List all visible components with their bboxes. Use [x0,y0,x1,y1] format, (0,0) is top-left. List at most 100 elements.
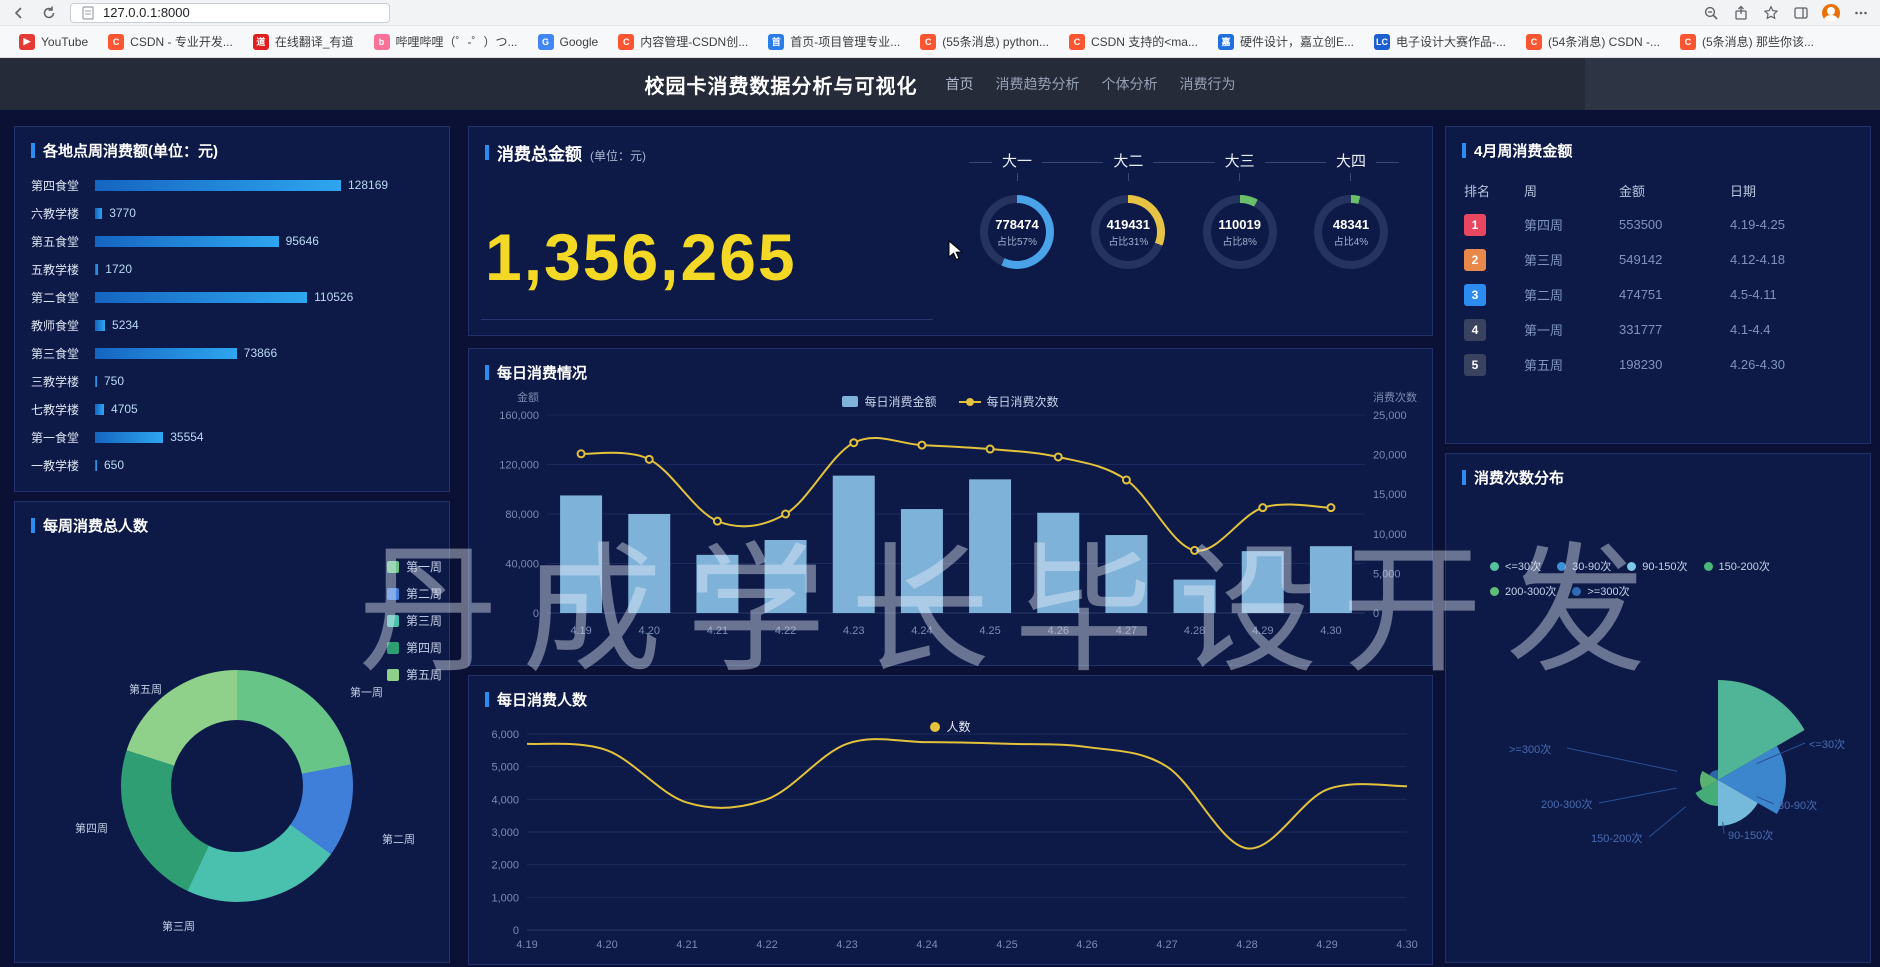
svg-text:4.21: 4.21 [707,625,728,637]
nav-item-4[interactable]: 消费行为 [1180,74,1236,94]
title-accent [1462,143,1466,158]
svg-text:4.23: 4.23 [836,939,857,951]
title-accent [485,145,489,160]
nav-item-3[interactable]: 个体分析 [1102,74,1158,94]
bookmark-item[interactable]: GGoogle [529,31,608,53]
bookmark-favicon: 首 [768,34,784,50]
bar-category-label: 第三食堂 [31,345,95,362]
svg-text:4.25: 4.25 [979,625,1000,637]
legend-item[interactable]: 第五周 [387,666,442,683]
panel-title-unit: (单位：元) [590,147,646,164]
grade-gauge: 大四48341占比4% [1303,151,1399,269]
bar-category-label: 六教学楼 [31,205,95,222]
bookmark-item[interactable]: C(55条消息) python... [911,30,1058,53]
bar [95,264,98,275]
panel-title-text: 每日消费人数 [497,689,587,710]
cell-amount: 549142 [1619,252,1730,267]
star-icon[interactable] [1762,4,1780,22]
refresh-icon[interactable] [40,4,58,22]
svg-text:4.26: 4.26 [1076,939,1097,951]
bookmark-favicon: C [920,34,936,50]
bar-row: 一教学楼650 [15,451,449,479]
bookmark-label: CSDN - 专业开发... [130,33,233,50]
weekly-people-donut [121,670,353,902]
bookmark-label: 内容管理-CSDN创... [640,33,748,50]
svg-text:金额: 金额 [517,390,539,404]
bookmark-item[interactable]: 嘉硬件设计，嘉立创E... [1209,30,1363,53]
menu-icon[interactable] [1852,4,1870,22]
cell-date: 4.12-4.18 [1730,252,1852,267]
bookmark-item[interactable]: ▶YouTube [10,31,97,53]
bookmark-item[interactable]: 道在线翻译_有道 [244,30,363,53]
bar [95,292,307,303]
column-header: 日期 [1730,181,1852,200]
bookmark-label: (54条消息) CSDN -... [1548,33,1660,50]
page-icon [79,4,97,22]
bookmark-favicon: C [1526,34,1542,50]
legend-item[interactable]: 第三周 [387,612,442,629]
svg-text:0: 0 [1373,608,1379,620]
bar [95,376,97,387]
grade-gauge: 大一778474占比57% [969,151,1065,269]
svg-text:160,000: 160,000 [499,410,539,422]
bar [95,320,105,331]
cell-amount: 198230 [1619,357,1730,372]
legend-item[interactable]: 第二周 [387,585,442,602]
cell-week: 第二周 [1524,285,1619,304]
bookmarks-bar: ▶YouTubeCCSDN - 专业开发...道在线翻译_有道b哔哩哔哩（゜-゜… [0,26,1880,58]
sidebar-icon[interactable] [1792,4,1810,22]
svg-text:4,000: 4,000 [491,794,519,806]
count-distribution-rose-chart [1446,454,1872,962]
svg-text:4.28: 4.28 [1184,625,1205,637]
bar-category-label: 三教学楼 [31,373,95,390]
table-row: 4第一周3317774.1-4.4 [1464,312,1852,347]
gauge-value: 48341 [1333,217,1369,232]
svg-text:4.21: 4.21 [676,939,697,951]
bar [95,180,341,191]
address-bar[interactable]: 127.0.0.1:8000 [70,3,390,23]
nav-item-1[interactable]: 首页 [946,74,974,94]
pie-callout-label: 第四周 [75,820,108,836]
bookmark-item[interactable]: LC电子设计大赛作品-... [1365,30,1515,53]
gauge-ring: 48341占比4% [1314,195,1388,269]
pie-callout-label: <=30次 [1809,736,1845,752]
bookmark-item[interactable]: b哔哩哔哩（゜-゜）つ... [365,30,527,53]
bookmark-item[interactable]: CCSDN 支持的<ma... [1060,30,1207,53]
bar-value: 110526 [314,290,353,304]
bar-value: 1720 [105,262,132,276]
svg-text:1,000: 1,000 [491,892,519,904]
profile-avatar[interactable] [1822,4,1840,22]
cell-week: 第四周 [1524,215,1619,234]
bookmark-favicon: LC [1374,34,1390,50]
grade-gauges: 大一778474占比57%大二419431占比31%大三110019占比8%大四… [969,151,1399,269]
svg-text:4.22: 4.22 [756,939,777,951]
legend-label: 第三周 [406,612,442,629]
weekly-amount-table: 排名周金额日期1第四周5535004.19-4.252第三周5491424.12… [1446,167,1870,382]
bookmark-item[interactable]: C(5条消息) 那些你该... [1671,30,1823,53]
bookmark-item[interactable]: C (54条消息) CSDN -... [1517,30,1669,53]
gauge-percent: 占比8% [1222,233,1256,248]
bookmark-favicon: G [538,34,554,50]
bar-row: 五教学楼1720 [15,255,449,283]
zoom-icon[interactable] [1702,4,1720,22]
cell-amount: 474751 [1619,287,1730,302]
legend-item[interactable]: 第四周 [387,639,442,656]
svg-text:3,000: 3,000 [491,827,519,839]
share-icon[interactable] [1732,4,1750,22]
gauge-tick [1350,173,1351,181]
gauge-label: 大三 [1215,151,1265,173]
bar-value: 4705 [111,402,138,416]
bookmark-item[interactable]: C内容管理-CSDN创... [609,30,757,53]
title-accent [485,365,489,380]
svg-text:4.28: 4.28 [1236,939,1257,951]
browser-toolbar: 127.0.0.1:8000 [0,0,1880,26]
donut-hole [171,720,303,852]
legend-item[interactable]: 第一周 [387,558,442,575]
gauge-ring: 110019占比8% [1203,195,1277,269]
nav-item-2[interactable]: 消费趋势分析 [996,74,1080,94]
daily-consumption-chart: 040,00080,000120,000160,00005,00010,0001… [477,387,1427,643]
back-icon[interactable] [10,4,28,22]
bar [95,348,237,359]
bookmark-item[interactable]: 首首页-项目管理专业... [759,30,909,53]
bookmark-item[interactable]: CCSDN - 专业开发... [99,30,242,53]
